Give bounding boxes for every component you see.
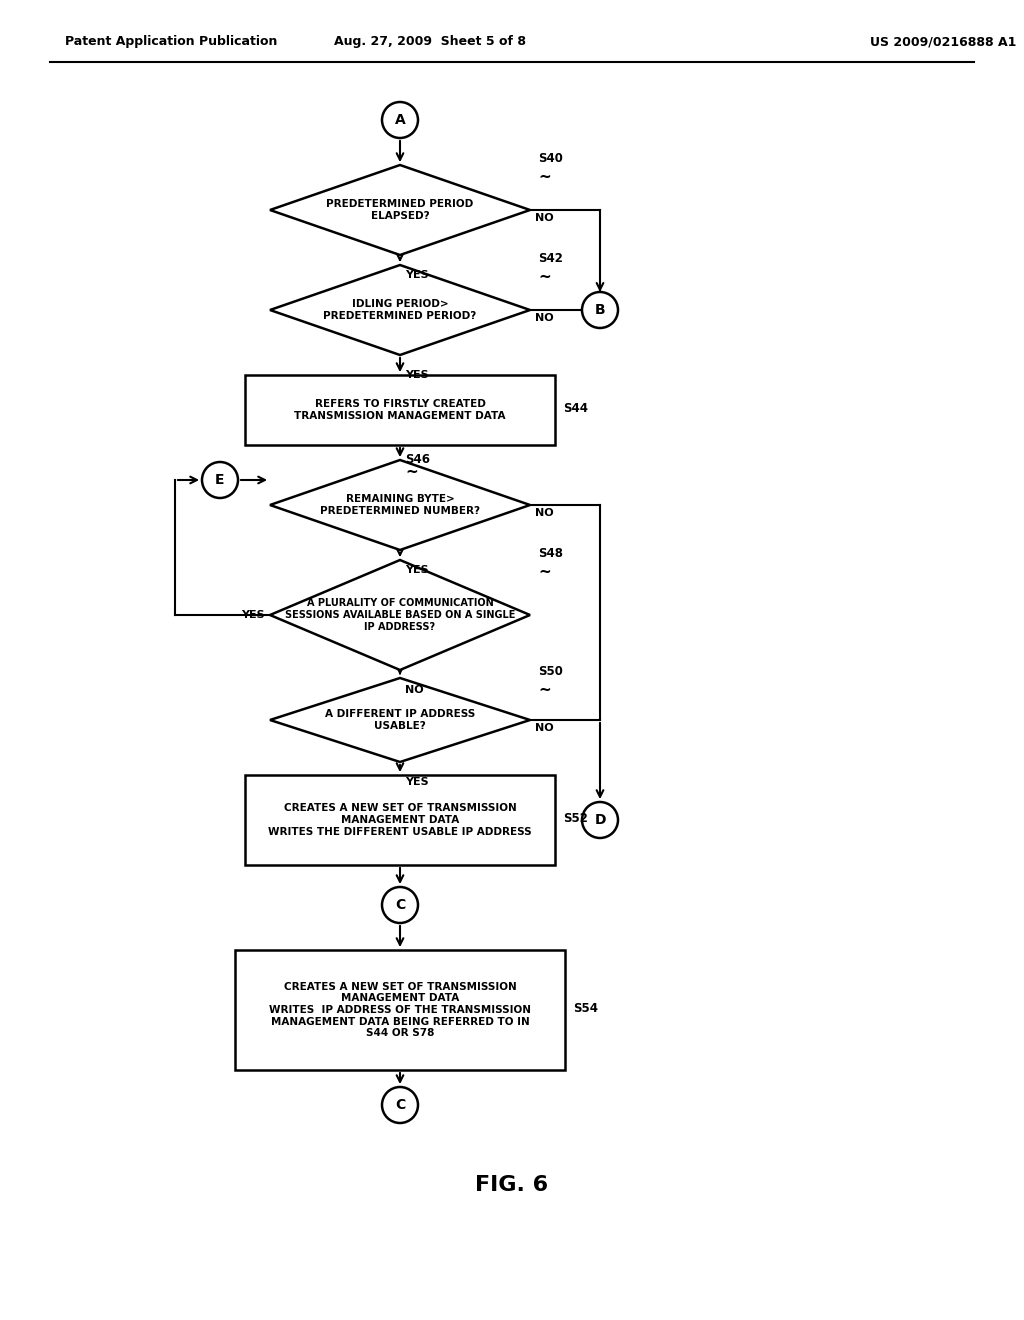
Text: S46: S46 [406, 453, 430, 466]
Circle shape [382, 1086, 418, 1123]
Text: S40: S40 [538, 152, 563, 165]
Text: CREATES A NEW SET OF TRANSMISSION
MANAGEMENT DATA
WRITES  IP ADDRESS OF THE TRAN: CREATES A NEW SET OF TRANSMISSION MANAGE… [269, 982, 531, 1039]
Bar [234, 950, 565, 1071]
Polygon shape [270, 265, 530, 355]
Text: ~: ~ [538, 170, 551, 185]
Polygon shape [270, 560, 530, 671]
Text: ~: ~ [538, 565, 551, 579]
Text: YES: YES [406, 777, 429, 787]
Bar [245, 375, 555, 445]
Circle shape [202, 462, 238, 498]
Text: ~: ~ [538, 271, 551, 285]
Text: ~: ~ [406, 465, 418, 480]
Text: YES: YES [242, 610, 265, 620]
Text: E: E [215, 473, 224, 487]
Text: A: A [394, 114, 406, 127]
Text: S50: S50 [538, 665, 563, 678]
Text: IDLING PERIOD>
PREDETERMINED PERIOD?: IDLING PERIOD> PREDETERMINED PERIOD? [324, 300, 476, 321]
Polygon shape [270, 459, 530, 550]
Text: NO: NO [406, 685, 424, 696]
Bar [245, 775, 555, 865]
Text: NO: NO [535, 723, 554, 733]
Text: S54: S54 [573, 1002, 598, 1015]
Text: NO: NO [535, 213, 554, 223]
Text: CREATES A NEW SET OF TRANSMISSION
MANAGEMENT DATA
WRITES THE DIFFERENT USABLE IP: CREATES A NEW SET OF TRANSMISSION MANAGE… [268, 804, 531, 837]
Circle shape [582, 803, 618, 838]
Text: FIG. 6: FIG. 6 [475, 1175, 549, 1195]
Text: Patent Application Publication: Patent Application Publication [65, 36, 278, 49]
Text: S48: S48 [538, 546, 563, 560]
Text: S44: S44 [563, 401, 588, 414]
Text: YES: YES [406, 370, 429, 380]
Text: S52: S52 [563, 812, 588, 825]
Text: Aug. 27, 2009  Sheet 5 of 8: Aug. 27, 2009 Sheet 5 of 8 [334, 36, 526, 49]
Text: NO: NO [535, 508, 554, 517]
Text: NO: NO [535, 313, 554, 323]
Text: C: C [395, 1098, 406, 1111]
Text: US 2009/0216888 A1: US 2009/0216888 A1 [870, 36, 1017, 49]
Text: REMAINING BYTE>
PREDETERMINED NUMBER?: REMAINING BYTE> PREDETERMINED NUMBER? [319, 494, 480, 516]
Text: ~: ~ [538, 682, 551, 698]
Polygon shape [270, 678, 530, 762]
Text: REFERS TO FIRSTLY CREATED
TRANSMISSION MANAGEMENT DATA: REFERS TO FIRSTLY CREATED TRANSMISSION M… [294, 399, 506, 421]
Circle shape [382, 102, 418, 139]
Text: YES: YES [406, 271, 429, 280]
Text: PREDETERMINED PERIOD
ELAPSED?: PREDETERMINED PERIOD ELAPSED? [327, 199, 474, 220]
Text: D: D [594, 813, 606, 828]
Circle shape [382, 887, 418, 923]
Text: A PLURALITY OF COMMUNICATION
SESSIONS AVAILABLE BASED ON A SINGLE
IP ADDRESS?: A PLURALITY OF COMMUNICATION SESSIONS AV… [285, 598, 515, 631]
Text: B: B [595, 304, 605, 317]
Text: S42: S42 [538, 252, 563, 265]
Circle shape [582, 292, 618, 327]
Text: C: C [395, 898, 406, 912]
Text: YES: YES [406, 565, 429, 576]
Text: A DIFFERENT IP ADDRESS
USABLE?: A DIFFERENT IP ADDRESS USABLE? [325, 709, 475, 731]
Polygon shape [270, 165, 530, 255]
